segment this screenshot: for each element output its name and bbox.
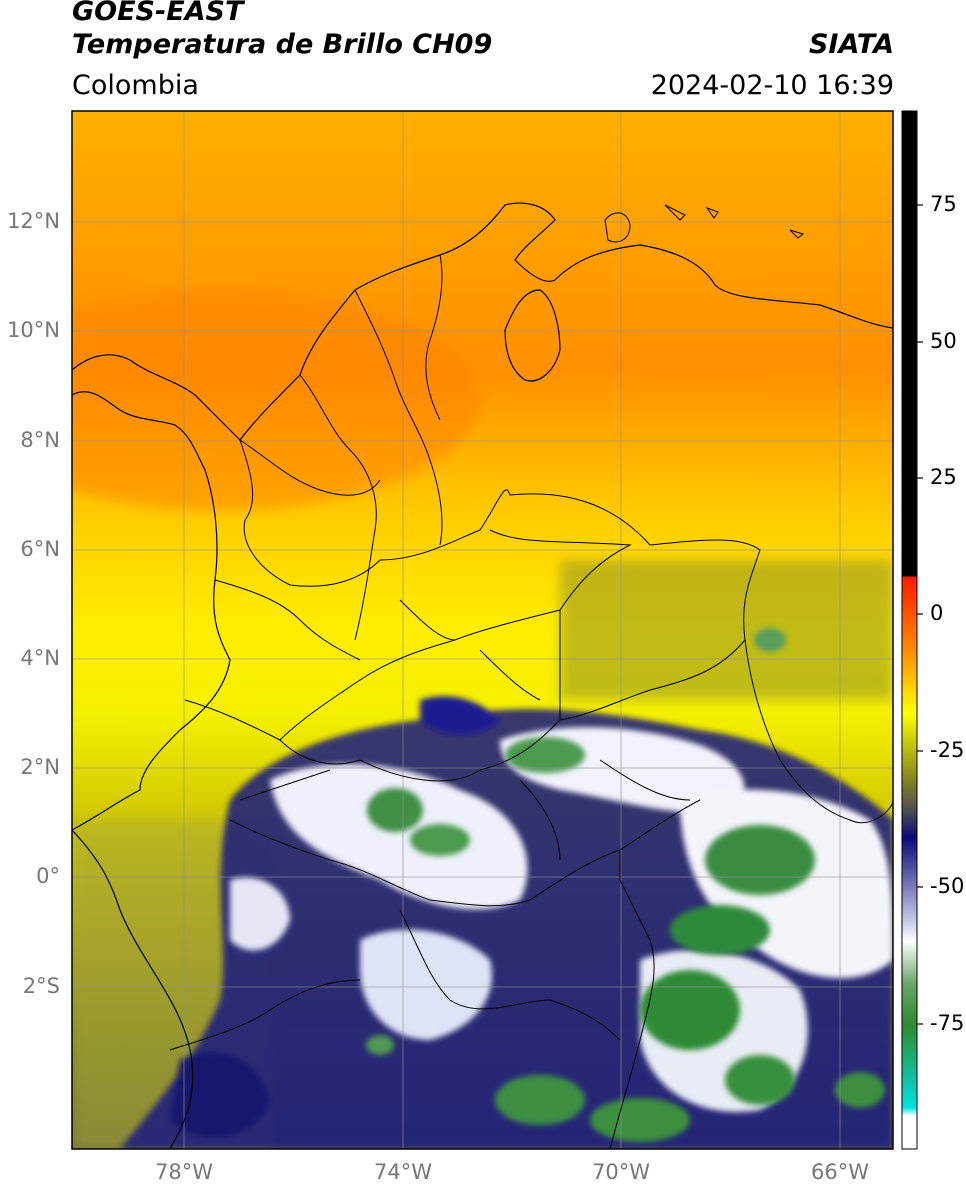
colorbar-label-75: 75 bbox=[930, 192, 957, 216]
timestamp-label: 2024-02-10 16:39 bbox=[650, 70, 894, 101]
olive-zone-east bbox=[560, 560, 893, 700]
colorbar-label-25: 25 bbox=[930, 465, 957, 489]
lon-label-78w: 78°W bbox=[155, 1160, 213, 1184]
lat-label-6n: 6°N bbox=[20, 537, 60, 561]
lat-label-2n: 2°N bbox=[20, 755, 60, 779]
colorbar-frame bbox=[901, 110, 918, 1150]
lat-label-2s: 2°S bbox=[22, 974, 60, 998]
lat-label-0: 0° bbox=[36, 864, 60, 888]
lon-label-70w: 70°W bbox=[592, 1160, 650, 1184]
map-panel bbox=[72, 111, 893, 1149]
colorbar-label-0: 0 bbox=[930, 601, 944, 625]
lon-label-66w: 66°W bbox=[811, 1160, 869, 1184]
colorbar-label-minus25: -25 bbox=[930, 738, 965, 762]
lon-label-74w: 74°W bbox=[374, 1160, 432, 1184]
lake-maracaibo bbox=[504, 289, 561, 382]
map-frame bbox=[71, 110, 894, 1150]
colorbar-label-minus50: -50 bbox=[930, 874, 965, 898]
coastline-caribbean bbox=[72, 202, 893, 441]
colorbar-label-50: 50 bbox=[930, 329, 957, 353]
satellite-title: GOES-EAST bbox=[72, 0, 244, 27]
island-aruba-curacao bbox=[604, 212, 631, 243]
colorbar-scale bbox=[902, 111, 917, 1149]
admin-borders bbox=[169, 254, 893, 1149]
lat-label-4n: 4°N bbox=[20, 646, 60, 670]
lat-label-10n: 10°N bbox=[7, 318, 60, 342]
lat-label-12n: 12°N bbox=[7, 209, 60, 233]
coastline-pacific bbox=[72, 391, 231, 831]
product-title: Temperatura de Brillo CH09 bbox=[72, 29, 493, 60]
lat-label-8n: 8°N bbox=[20, 428, 60, 452]
colorbar bbox=[901, 110, 923, 1150]
agency-label: SIATA bbox=[808, 29, 894, 60]
coastline-ecuador-peru bbox=[72, 829, 194, 1149]
islands-leeward bbox=[664, 204, 805, 239]
colorbar-label-minus75: -75 bbox=[930, 1011, 965, 1035]
colorbar-ticks bbox=[917, 204, 923, 1025]
graticule bbox=[72, 111, 893, 1149]
region-label: Colombia bbox=[72, 70, 199, 101]
cloud-tops-coldest bbox=[366, 628, 885, 1142]
